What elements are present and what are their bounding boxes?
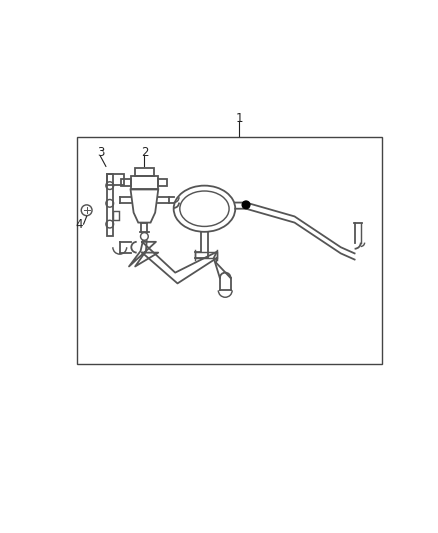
Bar	[131, 175, 158, 189]
Text: 2: 2	[141, 146, 148, 159]
Bar	[107, 174, 113, 236]
Bar	[121, 180, 131, 185]
Bar	[158, 180, 167, 185]
Bar	[113, 211, 119, 220]
Text: 3: 3	[97, 146, 104, 159]
Bar	[195, 252, 217, 258]
Text: 1: 1	[235, 112, 243, 125]
Circle shape	[242, 201, 250, 209]
Bar	[135, 168, 154, 175]
Text: 4: 4	[75, 217, 83, 231]
Bar	[78, 137, 381, 364]
Bar	[107, 174, 124, 185]
